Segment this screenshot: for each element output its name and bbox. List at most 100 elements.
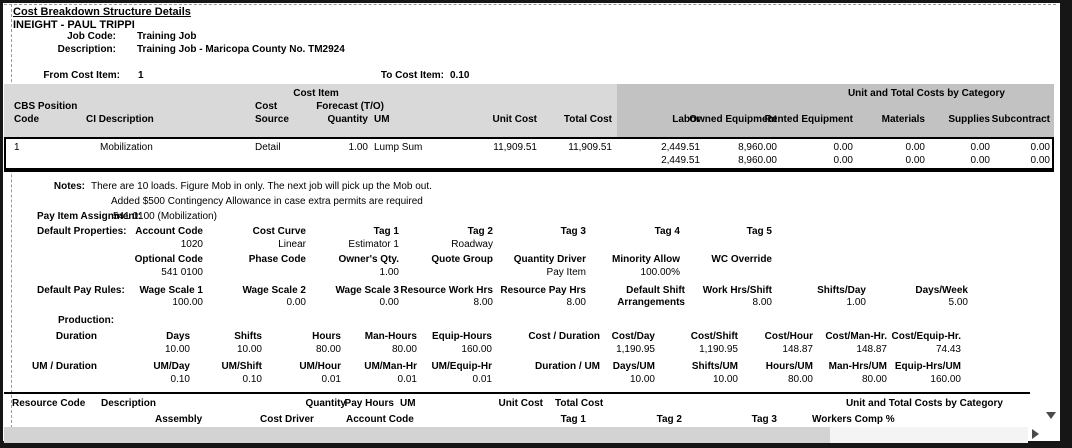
res-col-um: UM <box>400 398 416 409</box>
val-shifts-um: 10.00 <box>712 374 738 385</box>
val-days: 10.00 <box>164 344 190 355</box>
val-cost-shift: 1,190.95 <box>699 344 738 355</box>
val-days-um: 10.00 <box>629 374 655 385</box>
row-materials-1: 0.00 <box>905 142 925 153</box>
prop-account-code-label: Account Code <box>135 226 203 237</box>
rule-resource-pay-hrs-label: Resource Pay Hrs <box>500 285 586 296</box>
col-um-day: UM/Day <box>153 361 190 372</box>
um-duration-row-label: UM / Duration <box>32 361 97 372</box>
res-col-total-cost: Total Cost <box>555 398 604 409</box>
col-cost-hour: Cost/Hour <box>764 331 813 342</box>
rule-days-week-label: Days/Week <box>915 285 968 296</box>
rule-default-shift-label-1: Default Shift <box>626 285 685 296</box>
rule-wage-scale3-label: Wage Scale 3 <box>335 285 399 296</box>
row-materials-2: 0.00 <box>905 155 925 166</box>
prop-tag2-label: Tag 2 <box>467 226 493 237</box>
rule-wage-scale3-value: 0.00 <box>379 297 399 308</box>
col-cost-equip-hr: Cost/Equip-Hr. <box>891 331 961 342</box>
row-supplies-2: 0.00 <box>970 155 990 166</box>
col-cost: Cost <box>255 101 278 112</box>
prop-optional-code-value: 541 0100 <box>161 267 203 278</box>
val-um-equip-hr: 0.01 <box>472 374 492 385</box>
val-um-day: 0.10 <box>170 374 190 385</box>
left-margin-guide <box>11 4 12 438</box>
default-properties-label: Default Properties: <box>37 226 127 237</box>
prop-minority-allow-label: Minority Allow <box>612 254 680 265</box>
col-equip-hrs-um: Equip-Hrs/UM <box>894 361 961 372</box>
scroll-right-arrow-icon[interactable] <box>1032 429 1039 439</box>
report-company-line: INEIGHT - PAUL TRIPPI <box>13 19 135 31</box>
cost-item-header-band <box>4 84 617 137</box>
row-supplies-1: 0.00 <box>970 142 990 153</box>
res-group-categories: Unit and Total Costs by Category <box>845 398 1003 409</box>
prop-quantity-driver-label: Quantity Driver <box>513 254 586 265</box>
row-labor-2: 2,449.51 <box>661 155 700 166</box>
val-equip-hrs-um: 160.00 <box>930 374 961 385</box>
rule-shifts-day-value: 1.00 <box>846 297 866 308</box>
row-owned-2: 8,960.00 <box>738 155 777 166</box>
prop-tag3-label: Tag 3 <box>560 226 586 237</box>
col-unit-cost: Unit Cost <box>492 114 537 125</box>
rule-wage-scale2-value: 0.00 <box>286 297 306 308</box>
row-rented-1: 0.00 <box>833 142 853 153</box>
col-hours-um: Hours/UM <box>765 361 813 372</box>
scroll-down-arrow-icon[interactable] <box>1046 412 1056 419</box>
from-cost-item-label: From Cost Item: <box>43 70 120 81</box>
col-days: Days <box>166 331 190 342</box>
prop-tag1-value: Estimator 1 <box>348 239 399 250</box>
default-pay-rules-label: Default Pay Rules: <box>37 285 125 296</box>
row-cbs-code: 1 <box>14 142 20 153</box>
group-header-cost-item: Cost Item <box>293 88 339 99</box>
col-ci-description: CI Description <box>86 114 154 125</box>
category-header-band <box>617 84 1054 137</box>
prop-owners-qty-label: Owner's Qty. <box>338 254 399 265</box>
col-shifts-um: Shifts/UM <box>691 361 738 372</box>
res-col-tag3: Tag 3 <box>751 414 777 425</box>
rule-resource-work-hrs-value: 8.00 <box>473 297 493 308</box>
col-shifts: Shifts <box>234 331 262 342</box>
row-labor-1: 2,449.51 <box>661 142 700 153</box>
val-um-hour: 0.01 <box>321 374 341 385</box>
description-label: Description: <box>57 44 116 55</box>
rule-resource-work-hrs-label: Resource Work Hrs <box>400 285 493 296</box>
col-hours: Hours <box>312 331 341 342</box>
res-col-quantity: Quantity <box>305 398 346 409</box>
duration-um-row-label: Duration / UM <box>535 361 600 372</box>
val-cost-hour: 148.87 <box>782 344 813 355</box>
val-cost-day: 1,190.95 <box>616 344 655 355</box>
col-um: UM <box>374 114 390 125</box>
val-equip-hours: 160.00 <box>461 344 492 355</box>
res-col-workers-comp: Workers Comp % <box>812 414 895 425</box>
report-page <box>3 3 1060 441</box>
rule-days-week-value: 5.00 <box>948 297 968 308</box>
prop-minority-allow-value: 100.00% <box>640 267 680 278</box>
val-cost-equip-hr: 74.43 <box>935 344 961 355</box>
resource-section-divider <box>4 392 1030 394</box>
group-header-categories: Unit and Total Costs by Category <box>847 88 1005 99</box>
res-col-description: Description <box>101 398 157 409</box>
val-um-man-hr: 0.01 <box>397 374 417 385</box>
horizontal-scrollbar-thumb[interactable] <box>4 427 830 443</box>
prop-tag1-label: Tag 1 <box>373 226 399 237</box>
cost-duration-row-label: Cost / Duration <box>528 331 600 342</box>
row-source: Detail <box>255 142 281 153</box>
res-col-tag2: Tag 2 <box>656 414 682 425</box>
rule-work-hrs-shift-label: Work Hrs/Shift <box>702 285 772 296</box>
val-hours: 80.00 <box>315 344 341 355</box>
val-um-shift: 0.10 <box>242 374 262 385</box>
to-cost-item-value: 0.10 <box>450 70 470 81</box>
col-um-man-hr: UM/Man-Hr <box>364 361 417 372</box>
row-rented-2: 0.00 <box>833 155 853 166</box>
production-label: Production: <box>58 315 115 326</box>
col-total-cost: Total Cost <box>563 114 612 125</box>
job-code-label: Job Code: <box>67 31 116 42</box>
from-cost-item-value: 1 <box>138 70 144 81</box>
col-materials: Materials <box>881 114 925 125</box>
prop-tag2-value: Roadway <box>451 239 493 250</box>
col-um-equip-hr: UM/Equip-Hr <box>431 361 492 372</box>
col-cbs-code: Code <box>14 114 39 125</box>
duration-row-label: Duration <box>55 331 97 342</box>
notes-label: Notes: <box>53 181 85 192</box>
res-col-unit-cost: Unit Cost <box>498 398 543 409</box>
